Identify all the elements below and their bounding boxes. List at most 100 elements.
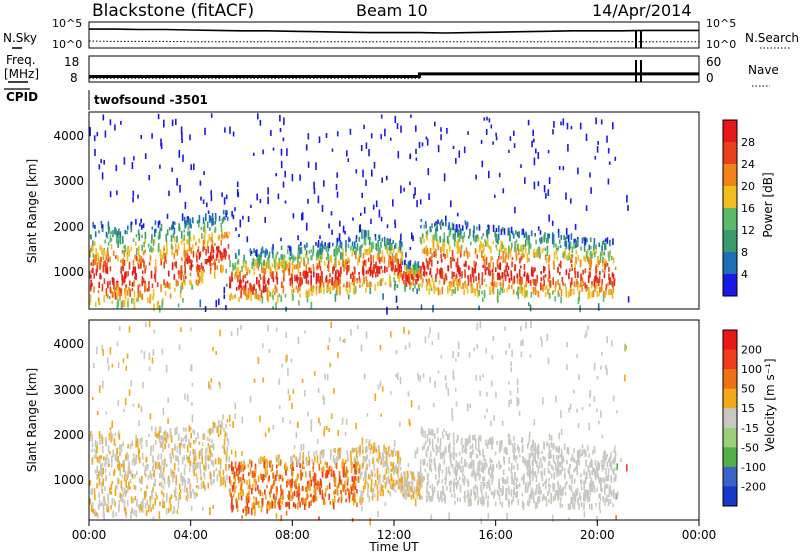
scatter-cell (119, 231, 122, 239)
scatter-cell (548, 460, 550, 466)
scatter-cell (324, 245, 326, 250)
scatter-cell (434, 463, 436, 469)
scatter-cell (123, 460, 125, 464)
scatter-cell (149, 255, 152, 262)
scatter-cell (177, 303, 180, 308)
scatter-cell (404, 259, 406, 266)
scatter-cell (93, 448, 96, 452)
scatter-cell (295, 285, 298, 290)
scatter-cell (130, 470, 133, 477)
scatter-cell (161, 254, 163, 261)
scatter-cell (601, 241, 604, 246)
scatter-cell (199, 299, 202, 308)
scatter-cell (502, 245, 505, 249)
scatter-cell (489, 466, 491, 470)
scatter-cell (570, 125, 573, 130)
scatter-cell (412, 280, 414, 286)
scatter-cell (126, 353, 129, 359)
scatter-cell (347, 469, 349, 474)
scatter-cell (494, 267, 497, 272)
scatter-cell (574, 498, 577, 503)
scatter-cell (238, 462, 241, 470)
scatter-cell (367, 486, 369, 493)
scatter-cell (354, 467, 356, 475)
scatter-cell (592, 251, 594, 256)
scatter-cell (396, 306, 399, 310)
scatter-cell (184, 222, 187, 228)
scatter-cell (217, 246, 220, 251)
scatter-cell (278, 293, 281, 297)
scatter-cell (269, 292, 272, 297)
scatter-cell (208, 215, 211, 223)
scatter-cell (329, 363, 331, 368)
scatter-cell (553, 121, 555, 128)
scatter-cell (130, 380, 132, 387)
scatter-cell (227, 244, 230, 249)
scatter-cell (492, 286, 495, 295)
scatter-cell (527, 441, 530, 446)
scatter-cell (558, 470, 561, 476)
scatter-cell (167, 477, 169, 484)
scatter-cell (210, 237, 212, 242)
scatter-cell (266, 485, 268, 489)
scatter-cell (599, 259, 602, 264)
scatter-cell (425, 224, 427, 229)
scatter-cell (318, 136, 321, 143)
scatter-cell (114, 502, 116, 507)
scatter-cell (298, 492, 300, 501)
scatter-cell (258, 489, 260, 494)
scatter-cell (337, 259, 340, 266)
scatter-cell (527, 482, 530, 489)
scatter-cell (344, 480, 346, 488)
scatter-cell (148, 366, 151, 372)
scatter-cell (393, 468, 395, 476)
scatter-cell (293, 481, 296, 488)
scatter-cell (269, 502, 272, 509)
scatter-cell (223, 286, 226, 294)
scatter-cell (455, 261, 458, 268)
scatter-cell (361, 471, 363, 476)
scatter-cell (475, 453, 478, 458)
scatter-cell (485, 462, 488, 468)
scatter-cell (394, 256, 397, 262)
scatter-cell (326, 284, 329, 291)
scatter-cell (229, 283, 231, 289)
scatter-cell (152, 455, 154, 463)
scatter-cell (191, 264, 194, 268)
scatter-cell (565, 192, 567, 200)
scatter-cell (455, 482, 458, 490)
scatter-cell (449, 456, 452, 461)
scatter-cell (347, 243, 350, 249)
scatter-cell (328, 286, 330, 291)
scatter-cell (111, 363, 114, 368)
scatter-cell (111, 481, 113, 485)
scatter-cell (415, 488, 417, 496)
scatter-cell (167, 475, 170, 479)
scatter-cell (211, 439, 213, 444)
scatter-cell (104, 500, 106, 506)
scatter-cell (531, 266, 533, 273)
scatter-cell (152, 295, 154, 301)
scatter-cell (562, 166, 565, 171)
scatter-cell (492, 141, 494, 145)
scatter-cell (575, 250, 578, 255)
scatter-cell (299, 285, 301, 292)
scatter-cell (534, 233, 536, 237)
scatter-cell (122, 441, 124, 447)
scatter-cell (197, 271, 200, 278)
scatter-cell (431, 489, 434, 493)
scatter-cell (160, 138, 162, 147)
scatter-cell (125, 480, 127, 488)
scatter-cell (292, 264, 295, 269)
scatter-cell (386, 175, 388, 181)
scatter-cell (162, 498, 164, 506)
scatter-cell (584, 489, 586, 497)
scatter-cell (144, 492, 146, 500)
scatter-cell (285, 510, 288, 516)
scatter-cell (421, 249, 424, 254)
scatter-cell (479, 375, 481, 381)
scatter-cell (111, 300, 113, 305)
scatter-cell (507, 266, 510, 271)
scatter-cell (291, 496, 293, 502)
scatter-cell (533, 419, 536, 426)
